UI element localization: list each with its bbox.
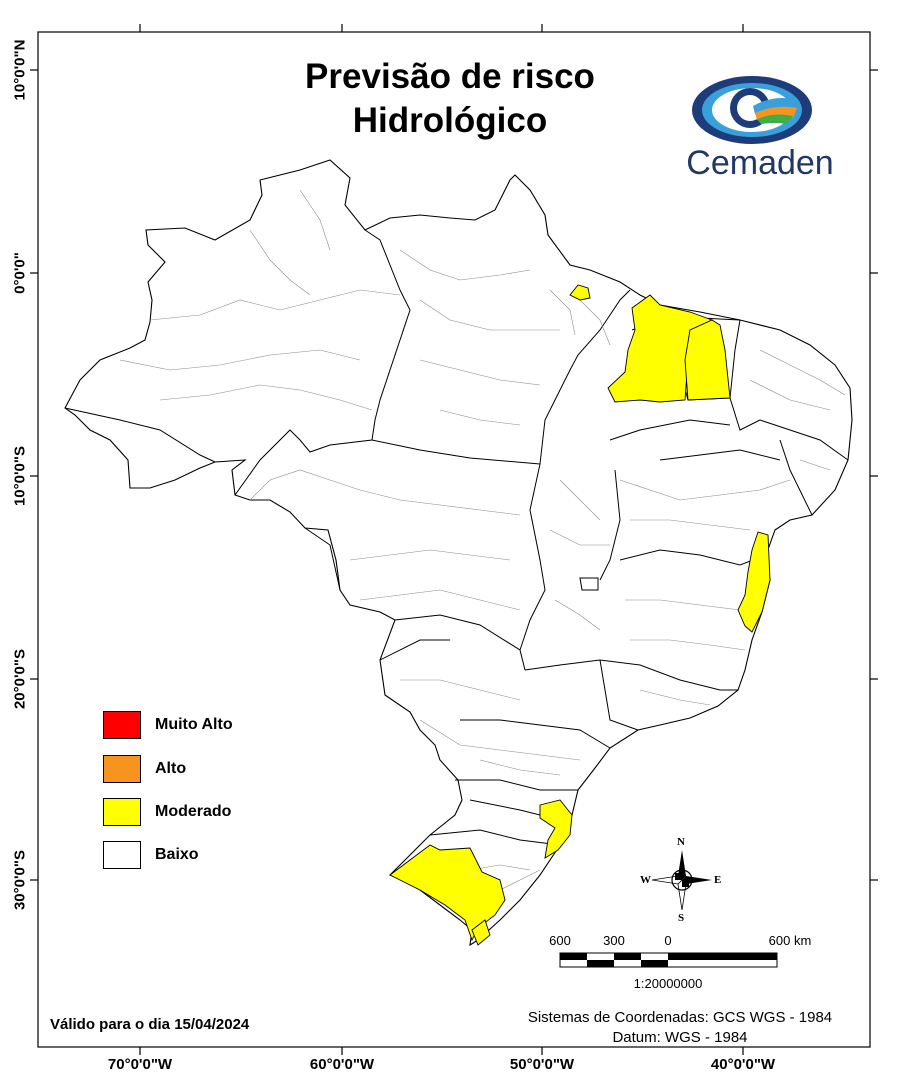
map-frame bbox=[37, 31, 871, 1048]
risk-area-santa-catarina bbox=[539, 799, 573, 859]
risk-area-rs-south bbox=[471, 919, 491, 946]
legend-label-alto: Alto bbox=[155, 760, 187, 777]
frame-ticks bbox=[30, 24, 878, 1055]
moderate-risk-regions bbox=[389, 284, 771, 946]
latitude-label-20s: 20°0'0"S bbox=[11, 648, 29, 710]
cemaden-eye-icon bbox=[692, 76, 812, 144]
map-title: Previsão de risco Hidrológico bbox=[200, 55, 700, 143]
coordinate-system-info: Sistemas de Coordenadas: GCS WGS - 1984 … bbox=[470, 1008, 890, 1048]
legend-swatch-baixo bbox=[103, 841, 141, 869]
latitude-label-0: 0°0'0" bbox=[11, 252, 29, 294]
legend-swatch-moderado bbox=[103, 798, 141, 826]
latitude-label-30s: 30°0'0"S bbox=[11, 849, 29, 911]
longitude-label-50w: 50°0'0"W bbox=[509, 1056, 575, 1073]
legend-swatch-muito-alto bbox=[103, 711, 141, 739]
scale-label-600-left: 600 bbox=[549, 933, 571, 948]
scale-bar bbox=[559, 952, 778, 968]
scale-ratio: 1:20000000 bbox=[633, 976, 703, 991]
cemaden-logo-text: Cemaden bbox=[686, 144, 834, 182]
legend-label-moderado: Moderado bbox=[155, 803, 232, 820]
datum-line: Datum: WGS - 1984 bbox=[612, 1029, 748, 1046]
subregion-borders bbox=[119, 189, 846, 891]
title-line-1: Previsão de risco bbox=[305, 57, 595, 96]
legend-label-baixo: Baixo bbox=[155, 846, 199, 863]
scale-label-0: 0 bbox=[664, 933, 672, 948]
risk-area-piaui bbox=[684, 319, 731, 401]
risk-area-amapa bbox=[569, 284, 591, 301]
compass-rose bbox=[651, 850, 712, 911]
longitude-label-70w: 70°0'0"W bbox=[107, 1056, 173, 1073]
legend-label-muito-alto: Muito Alto bbox=[155, 716, 233, 733]
risk-area-rio-grande-do-sul bbox=[389, 844, 506, 942]
scale-label-600-km: 600 km bbox=[768, 933, 812, 948]
brazil-outline bbox=[64, 159, 853, 947]
compass-north-label: N bbox=[677, 836, 685, 848]
longitude-label-60w: 60°0'0"W bbox=[309, 1056, 375, 1073]
compass-west-label: W bbox=[640, 874, 651, 886]
coord-system-line: Sistemas de Coordenadas: GCS WGS - 1984 bbox=[527, 1009, 833, 1026]
compass-south-label: S bbox=[678, 912, 685, 924]
valid-date-text: Válido para o dia 15/04/2024 bbox=[50, 1016, 250, 1033]
title-line-2: Hidrológico bbox=[352, 101, 548, 140]
legend-swatch-alto bbox=[103, 755, 141, 783]
scale-label-300: 300 bbox=[603, 933, 625, 948]
longitude-label-40w: 40°0'0"W bbox=[710, 1056, 776, 1073]
latitude-label-10n: 10°0'0"N bbox=[11, 39, 29, 101]
risk-area-bahia-coast bbox=[737, 531, 771, 633]
compass-east-label: E bbox=[714, 874, 722, 886]
cemaden-logo: Cemaden bbox=[675, 68, 845, 188]
latitude-label-10s: 10°0'0"S bbox=[11, 445, 29, 507]
